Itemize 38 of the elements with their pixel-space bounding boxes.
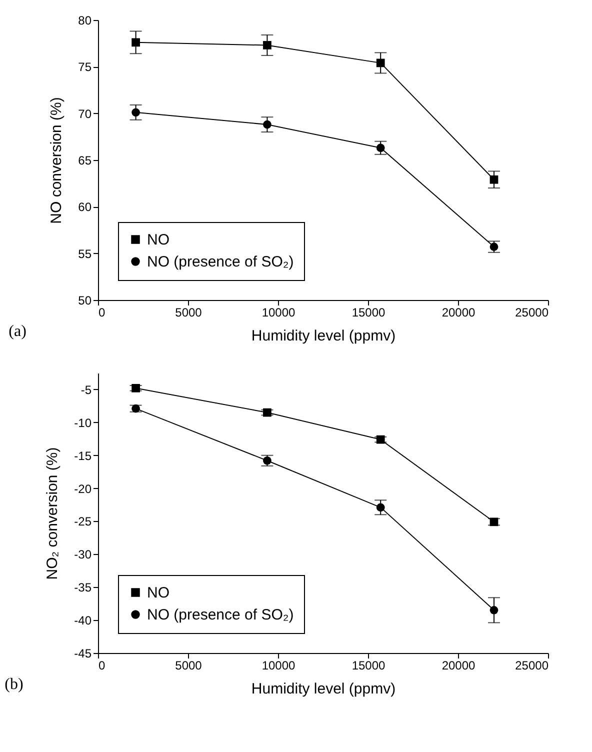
x-axis-title: Humidity level (ppmv): [251, 680, 396, 698]
legend-label: NO (presence of SO₂): [147, 254, 294, 270]
y-tick-label: -45: [74, 646, 92, 660]
y-tick-label: -30: [74, 548, 92, 562]
x-tick-label: 15000: [352, 306, 386, 320]
y-tick-label: 75: [78, 60, 92, 74]
x-tick-label: 0: [98, 658, 106, 672]
x-tick-label: 5000: [175, 658, 202, 672]
y-tick-label: -15: [74, 448, 92, 463]
y-tick-label: 80: [78, 14, 92, 28]
x-tick-label: 25000: [515, 306, 549, 320]
y-tick-label: 55: [78, 246, 92, 261]
y-axis-title: NO₂ conversion (%): [44, 447, 62, 580]
y-tick-label: 70: [78, 106, 92, 121]
legend-label: NO (presence of SO₂): [147, 606, 294, 624]
y-tick-label: 65: [78, 154, 92, 168]
y-tick-label: 50: [78, 294, 92, 308]
text: (a): [8, 323, 26, 340]
x-tick-label: 10000: [262, 658, 296, 672]
x-axis-title: Humidity level (ppmv): [251, 328, 396, 344]
x-tick-label: 10000: [262, 306, 296, 320]
y-tick-label: -40: [74, 614, 92, 628]
legend-label: NO: [147, 232, 170, 248]
y-tick-label: -10: [74, 416, 92, 430]
x-tick-label: 15000: [352, 658, 386, 672]
y-tick-label: -35: [74, 580, 92, 595]
y-tick-label: -5: [80, 382, 92, 397]
x-tick-label: 0: [98, 306, 106, 320]
x-tick-label: 20000: [442, 658, 476, 672]
x-tick-label: 5000: [175, 306, 202, 320]
y-tick-label: -20: [74, 482, 92, 496]
x-tick-label: 20000: [442, 306, 476, 320]
y-tick-label: 60: [78, 200, 92, 214]
legend-label: NO: [147, 584, 170, 602]
text: (b): [4, 676, 24, 693]
y-axis-title: NO conversion (%): [48, 97, 66, 224]
x-tick-label: 25000: [515, 658, 549, 672]
y-tick-label: -25: [74, 514, 92, 529]
